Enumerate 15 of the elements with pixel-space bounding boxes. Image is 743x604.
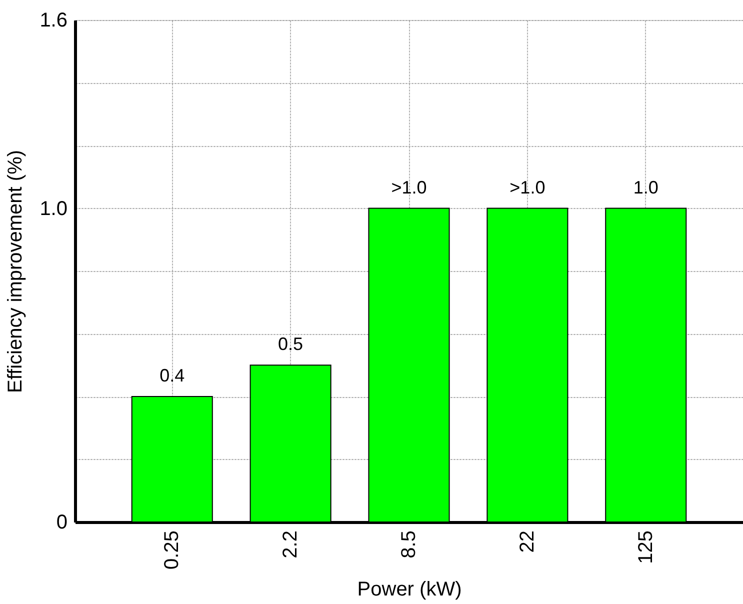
data-label: 0.5: [278, 334, 304, 354]
data-label: >1.0: [510, 177, 546, 198]
data-label: 1.0: [633, 177, 658, 198]
x-tick-label: 125: [634, 530, 657, 564]
data-label: >1.0: [391, 177, 427, 198]
y-axis-title: Efficiency improvement (%): [4, 150, 27, 394]
data-label: 0.4: [160, 366, 185, 386]
x-axis-title: Power (kW): [357, 578, 462, 600]
y-tick-label: 0: [56, 512, 68, 534]
x-tick-label: 22: [516, 530, 538, 553]
x-tick-label: 0.25: [161, 530, 184, 570]
y-tick-label: 1.6: [40, 10, 68, 32]
y-tick-label: 1.0: [40, 198, 68, 220]
x-tick-label: 2.2: [280, 530, 302, 558]
x-tick-label: 8.5: [398, 530, 420, 558]
